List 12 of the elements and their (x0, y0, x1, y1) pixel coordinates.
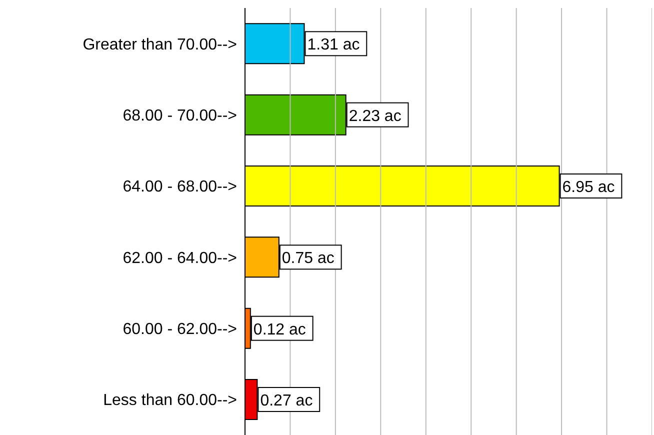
y-tick-label: Greater than 70.00--> (82, 36, 237, 54)
data-label: 0.12 ac (253, 321, 306, 338)
data-label: 0.27 ac (260, 392, 313, 410)
y-tick-label: 64.00 - 68.00--> (122, 178, 237, 196)
data-label: 6.95 ac (562, 178, 615, 196)
y-tick-label: Less than 60.00--> (103, 392, 237, 410)
data-label: 0.75 ac (282, 250, 334, 268)
y-tick-label: 68.00 - 70.00--> (122, 107, 237, 124)
y-tick-label: 62.00 - 64.00--> (122, 250, 237, 267)
data-label: 2.23 ac (348, 108, 402, 125)
y-tick-label: 60.00 - 62.00--> (122, 320, 237, 338)
data-label: 1.31 ac (307, 36, 360, 54)
